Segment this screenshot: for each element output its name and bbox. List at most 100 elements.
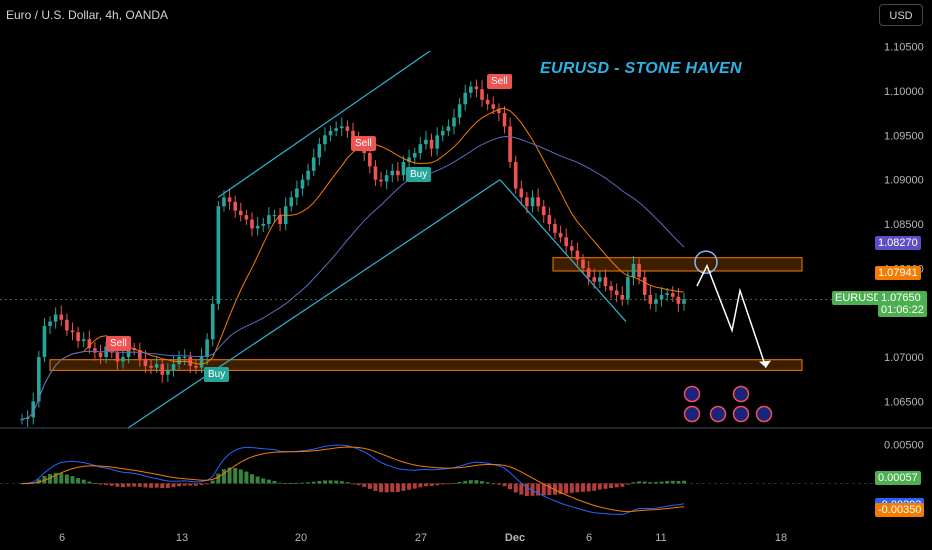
x-tick-label: 18: [775, 532, 787, 544]
macd-histogram-bar: [631, 482, 636, 484]
candle-body: [311, 157, 316, 171]
candle-body: [407, 157, 411, 162]
support-resistance-zone: [49, 359, 803, 371]
macd-histogram-bar: [384, 483, 389, 493]
macd-histogram-bar: [328, 480, 333, 484]
candle-body: [670, 293, 675, 297]
candle-body: [188, 357, 193, 366]
candle-body: [569, 246, 574, 251]
candle-body: [553, 224, 557, 233]
macd-histogram-bar: [193, 483, 198, 486]
macd-histogram-bar: [205, 483, 210, 485]
candle-body: [508, 126, 512, 162]
chart-title: Euro / U.S. Dollar, 4h, OANDA: [6, 8, 169, 22]
macd-histogram-bar: [401, 483, 406, 491]
macd-histogram-bar: [322, 480, 327, 484]
candle-body: [160, 364, 165, 375]
macd-histogram-bar: [317, 480, 322, 484]
macd-histogram-bar: [345, 482, 350, 484]
macd-histogram-bar: [210, 480, 215, 484]
support-resistance-zone: [552, 257, 803, 272]
macd-histogram-bar: [592, 483, 597, 491]
candle-body: [485, 99, 490, 105]
candle-body: [37, 357, 41, 402]
candle-body: [182, 357, 187, 359]
candle-body: [339, 126, 344, 129]
candle-body: [474, 86, 479, 90]
economic-event-icon: [732, 405, 750, 423]
candle-body: [194, 365, 198, 368]
macd-histogram-bar: [227, 467, 232, 484]
price-pane[interactable]: [0, 50, 880, 429]
candle-body: [384, 175, 389, 182]
candle-body: [20, 419, 24, 421]
economic-event-icon: [709, 405, 727, 423]
macd-histogram-bar: [261, 478, 266, 484]
macd-histogram-bar: [59, 473, 64, 484]
macd-histogram-bar: [177, 483, 182, 487]
macd-histogram-bar: [126, 483, 131, 487]
macd-histogram-bar: [64, 474, 69, 484]
buy-signal-tag: Buy: [406, 167, 432, 183]
symbol-label: EURUSD: [832, 291, 885, 306]
candle-body: [457, 104, 462, 118]
macd-histogram-bar: [238, 469, 243, 484]
candle-body: [654, 299, 658, 304]
macd-histogram-bar: [508, 483, 513, 490]
candle-body: [547, 215, 552, 224]
candle-body: [642, 277, 647, 295]
macd-histogram-bar: [474, 480, 479, 484]
macd-histogram-bar: [188, 483, 193, 486]
buy-signal-tag: Buy: [204, 366, 230, 382]
fast-moving-average: [21, 107, 685, 420]
macd-histogram-bar: [390, 483, 395, 493]
y-tick-label: 1.10000: [884, 86, 924, 98]
candle-body: [65, 319, 69, 331]
candle-body: [418, 144, 423, 154]
macd-histogram-bar: [648, 482, 653, 484]
candle-body: [238, 210, 243, 216]
candle-body: [98, 352, 103, 358]
macd-histogram-bar: [423, 483, 428, 487]
macd-histogram-bar: [524, 483, 529, 497]
candle-body: [519, 188, 524, 198]
macd-histogram-bar: [233, 467, 238, 484]
macd-histogram-bar: [36, 479, 41, 484]
candle-body: [250, 219, 254, 229]
candle-body: [121, 357, 125, 362]
x-tick-label: 6: [59, 532, 65, 544]
candle-body: [536, 197, 540, 207]
macd-histogram-bar: [597, 483, 602, 490]
macd-histogram-bar: [294, 482, 299, 484]
macd-histogram-bar: [154, 483, 159, 488]
candle-body: [609, 286, 613, 291]
macd-histogram-bar: [87, 481, 92, 484]
candle-body: [626, 277, 630, 300]
macd-histogram-bar: [81, 479, 86, 484]
last-price-label: 1.07650 01:06:22: [878, 291, 927, 318]
macd-histogram-bar: [491, 483, 496, 485]
macd-axis-label-signal: -0.00350: [875, 502, 925, 517]
macd-histogram-bar: [70, 476, 75, 484]
macd-histogram-bar: [92, 483, 97, 484]
macd-histogram-bar: [485, 482, 490, 484]
macd-line: [21, 444, 685, 516]
macd-histogram-bar: [440, 483, 445, 485]
candle-body: [42, 326, 47, 358]
x-tick-label: 6: [586, 532, 592, 544]
macd-pane[interactable]: [0, 444, 880, 516]
macd-histogram-bar: [255, 476, 260, 484]
economic-event-icon: [683, 385, 701, 403]
currency-button[interactable]: USD: [879, 4, 923, 26]
candle-body: [446, 126, 451, 131]
candle-body: [289, 197, 294, 207]
macd-histogram-bar: [132, 483, 137, 487]
macd-histogram-bar: [637, 481, 642, 484]
economic-event-icon: [755, 405, 773, 423]
macd-axis-label-hist: 0.00057: [875, 471, 921, 485]
candle-body: [598, 277, 602, 282]
macd-histogram-bar: [642, 481, 647, 484]
macd-histogram-bar: [435, 483, 440, 486]
macd-y-tick-label: 0.00500: [884, 439, 924, 451]
